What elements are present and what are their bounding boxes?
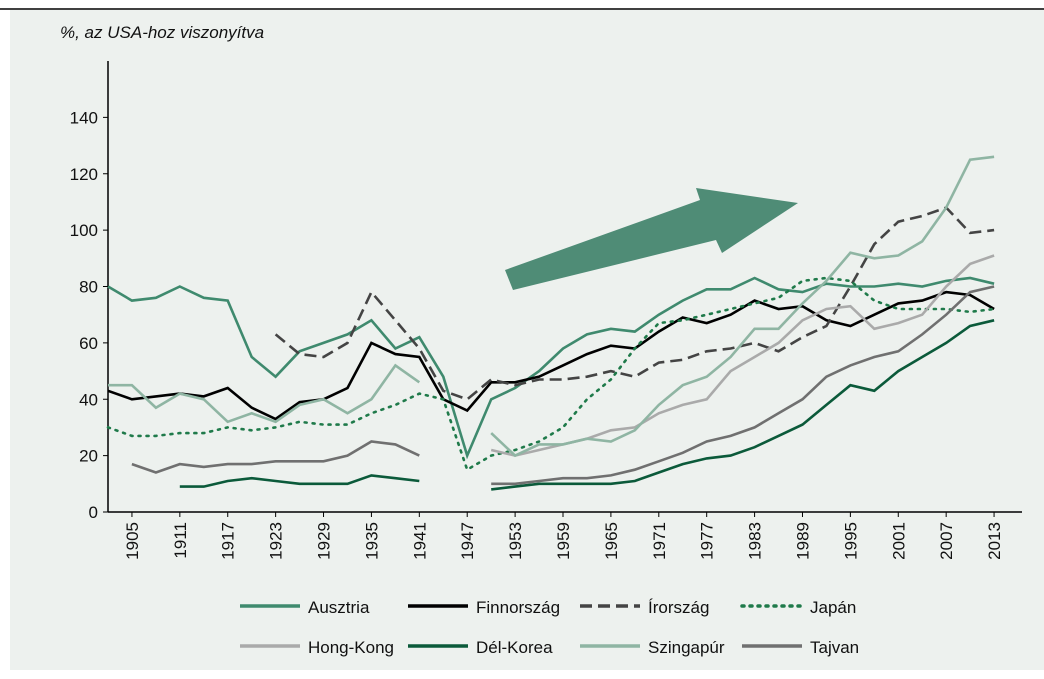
x-tick-label: 2007 xyxy=(937,522,956,560)
x-tick-label: 1953 xyxy=(506,522,525,560)
x-tick-label: 1977 xyxy=(698,522,717,560)
series-line xyxy=(107,290,995,421)
trend-arrow xyxy=(505,188,798,290)
y-tick-label: 140 xyxy=(70,108,98,127)
x-tick-label: 1959 xyxy=(554,522,573,560)
x-tick-label: 1935 xyxy=(362,522,381,560)
legend-label: Tajvan xyxy=(810,638,859,657)
series-line xyxy=(107,276,995,460)
chart-bg xyxy=(10,10,1044,670)
legend-label: Ausztria xyxy=(308,598,370,617)
x-tick-label: 1965 xyxy=(602,522,621,560)
y-axis-label: %, az USA-hoz viszonyítva xyxy=(60,23,264,42)
x-tick-label: 1911 xyxy=(171,522,190,559)
y-tick-label: 40 xyxy=(79,390,98,409)
x-tick-label: 1917 xyxy=(219,522,238,560)
x-tick-label: 1947 xyxy=(458,522,477,560)
y-tick-label: 80 xyxy=(79,278,98,297)
legend-label: Szingapúr xyxy=(648,638,725,657)
legend-label: Hong-Kong xyxy=(308,638,394,657)
x-tick-label: 1989 xyxy=(793,522,812,560)
legend-label: Japán xyxy=(810,598,856,617)
x-tick-label: 2013 xyxy=(985,522,1004,560)
y-tick-label: 20 xyxy=(79,447,98,466)
y-tick-label: 0 xyxy=(89,503,98,522)
series-line xyxy=(179,319,995,491)
y-tick-label: 120 xyxy=(70,165,98,184)
legend-label: Finnország xyxy=(476,598,560,617)
series-line xyxy=(108,155,995,458)
legend-label: Írország xyxy=(648,598,709,617)
y-tick-label: 60 xyxy=(79,334,98,353)
x-tick-label: 1929 xyxy=(315,522,334,560)
legend-label: Dél-Korea xyxy=(476,638,553,657)
series-line xyxy=(106,276,996,472)
y-tick-label: 100 xyxy=(70,221,98,240)
x-tick-label: 1941 xyxy=(410,522,429,560)
x-tick-label: 1995 xyxy=(841,522,860,560)
x-tick-label: 1923 xyxy=(267,522,286,560)
x-tick-label: 1971 xyxy=(650,522,669,560)
x-tick-label: 1905 xyxy=(123,522,142,560)
series-line xyxy=(131,285,995,486)
x-tick-label: 1983 xyxy=(746,522,765,560)
series-line xyxy=(274,206,995,401)
x-tick-label: 2001 xyxy=(889,522,908,560)
